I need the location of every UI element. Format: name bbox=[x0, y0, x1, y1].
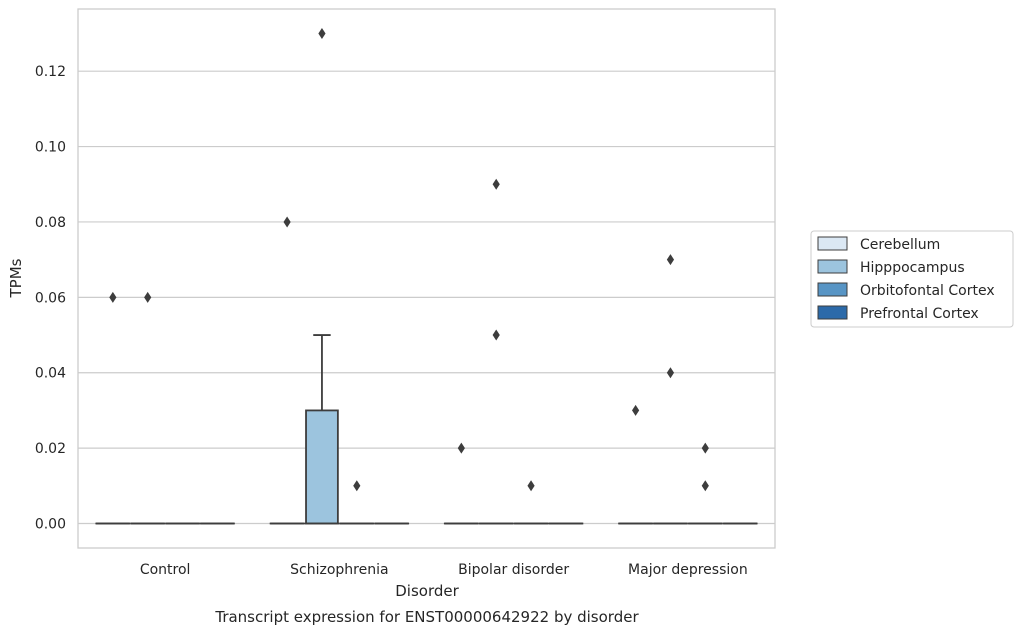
legend-label: Prefrontal Cortex bbox=[860, 306, 979, 322]
legend-swatch bbox=[817, 259, 848, 274]
outlier-point bbox=[701, 480, 709, 492]
legend-frame bbox=[810, 230, 1014, 328]
box-hipppocampus bbox=[304, 334, 340, 525]
y-tick-label: 0.06 bbox=[35, 290, 66, 306]
outlier-point bbox=[144, 291, 152, 303]
x-axis-label: Disorder bbox=[395, 582, 459, 600]
legend-label: Orbitofontal Cortex bbox=[860, 283, 995, 299]
outlier-point bbox=[527, 480, 535, 492]
legend-label: Hipppocampus bbox=[860, 260, 965, 276]
outlier-point bbox=[492, 178, 500, 190]
outlier-point bbox=[353, 480, 361, 492]
chart-caption: Transcript expression for ENST0000064292… bbox=[214, 608, 639, 626]
y-tick-label: 0.04 bbox=[35, 366, 66, 382]
legend-label: Cerebellum bbox=[860, 237, 940, 253]
legend-swatch bbox=[817, 305, 848, 320]
legend-entries: Cerebellum Hipppocampus Orbitofontal Corte… bbox=[817, 236, 995, 322]
y-tick-label: 0.12 bbox=[35, 64, 66, 80]
legend-swatch bbox=[817, 236, 848, 251]
gridlines bbox=[78, 70, 775, 525]
boxes bbox=[95, 334, 758, 525]
x-tick-label: Schizophrenia bbox=[290, 562, 388, 578]
outlier-point bbox=[492, 329, 500, 341]
outlier-point bbox=[666, 254, 675, 266]
outlier-point bbox=[632, 404, 640, 416]
legend: Cerebellum Hipppocampus Orbitofontal Corte… bbox=[810, 230, 1014, 328]
outlier-point bbox=[109, 291, 117, 303]
x-axis-ticks: Control Schizophrenia Bipolar disorder Majo… bbox=[140, 562, 748, 578]
outlier-point bbox=[666, 367, 675, 379]
outliers bbox=[109, 28, 709, 492]
y-axis-ticks: 0.00 0.02 0.04 0.06 0.08 0.10 0.12 bbox=[35, 64, 66, 532]
outlier-point bbox=[283, 216, 291, 228]
x-tick-label: Control bbox=[140, 562, 191, 578]
box-body bbox=[305, 409, 339, 525]
x-tick-label: Major depression bbox=[628, 562, 748, 578]
legend-swatch bbox=[817, 282, 848, 297]
plot-area bbox=[77, 8, 776, 549]
y-tick-label: 0.08 bbox=[35, 215, 66, 231]
outlier-point bbox=[701, 442, 709, 454]
outlier-point bbox=[318, 28, 326, 39]
y-tick-label: 0.00 bbox=[35, 517, 66, 533]
outlier-point bbox=[457, 442, 465, 454]
y-tick-label: 0.10 bbox=[35, 140, 66, 156]
y-tick-label: 0.02 bbox=[35, 441, 66, 457]
y-axis-label: TPMs bbox=[7, 258, 25, 298]
x-tick-label: Bipolar disorder bbox=[458, 562, 569, 578]
